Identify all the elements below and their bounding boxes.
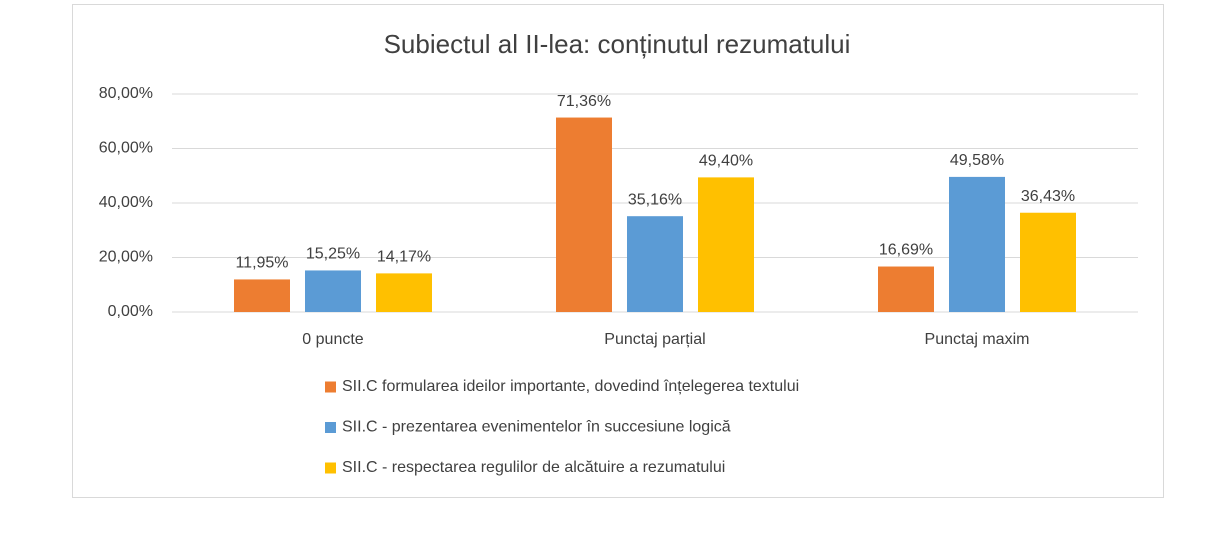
bar — [698, 177, 754, 312]
bar — [234, 279, 290, 312]
data-label: 36,43% — [1021, 188, 1075, 205]
x-tick-label: Punctaj parțial — [604, 331, 705, 348]
data-label: 49,58% — [950, 152, 1004, 169]
y-tick-label: 0,00% — [108, 303, 153, 320]
y-tick-label: 60,00% — [99, 140, 153, 157]
data-label: 49,40% — [699, 153, 753, 170]
legend-label: SII.C - respectarea regulilor de alcătui… — [342, 459, 725, 476]
bar — [376, 273, 432, 312]
y-tick-label: 20,00% — [99, 249, 153, 266]
legend-label: SII.C formularea ideilor importante, dov… — [342, 378, 799, 395]
y-tick-label: 40,00% — [99, 194, 153, 211]
bar — [949, 176, 1005, 312]
data-label: 16,69% — [879, 242, 933, 259]
legend-swatch — [325, 462, 336, 474]
data-label: 35,16% — [628, 191, 682, 208]
data-label: 71,36% — [557, 93, 611, 110]
bar — [305, 270, 361, 312]
bar — [556, 117, 612, 312]
bar — [878, 266, 934, 312]
data-label: 15,25% — [306, 246, 360, 263]
data-label: 11,95% — [235, 255, 288, 272]
bar — [627, 216, 683, 312]
legend-label: SII.C - prezentarea evenimentelor în suc… — [342, 419, 731, 436]
x-tick-label: Punctaj maxim — [925, 331, 1030, 348]
x-tick-label: 0 puncte — [302, 331, 363, 348]
y-tick-label: 80,00% — [99, 85, 153, 102]
data-label: 14,17% — [377, 249, 431, 266]
legend-swatch — [325, 422, 336, 433]
chart-title: Subiectul al II-lea: conținutul rezumatu… — [384, 29, 851, 59]
legend-swatch — [325, 381, 336, 393]
bar — [1020, 212, 1076, 312]
